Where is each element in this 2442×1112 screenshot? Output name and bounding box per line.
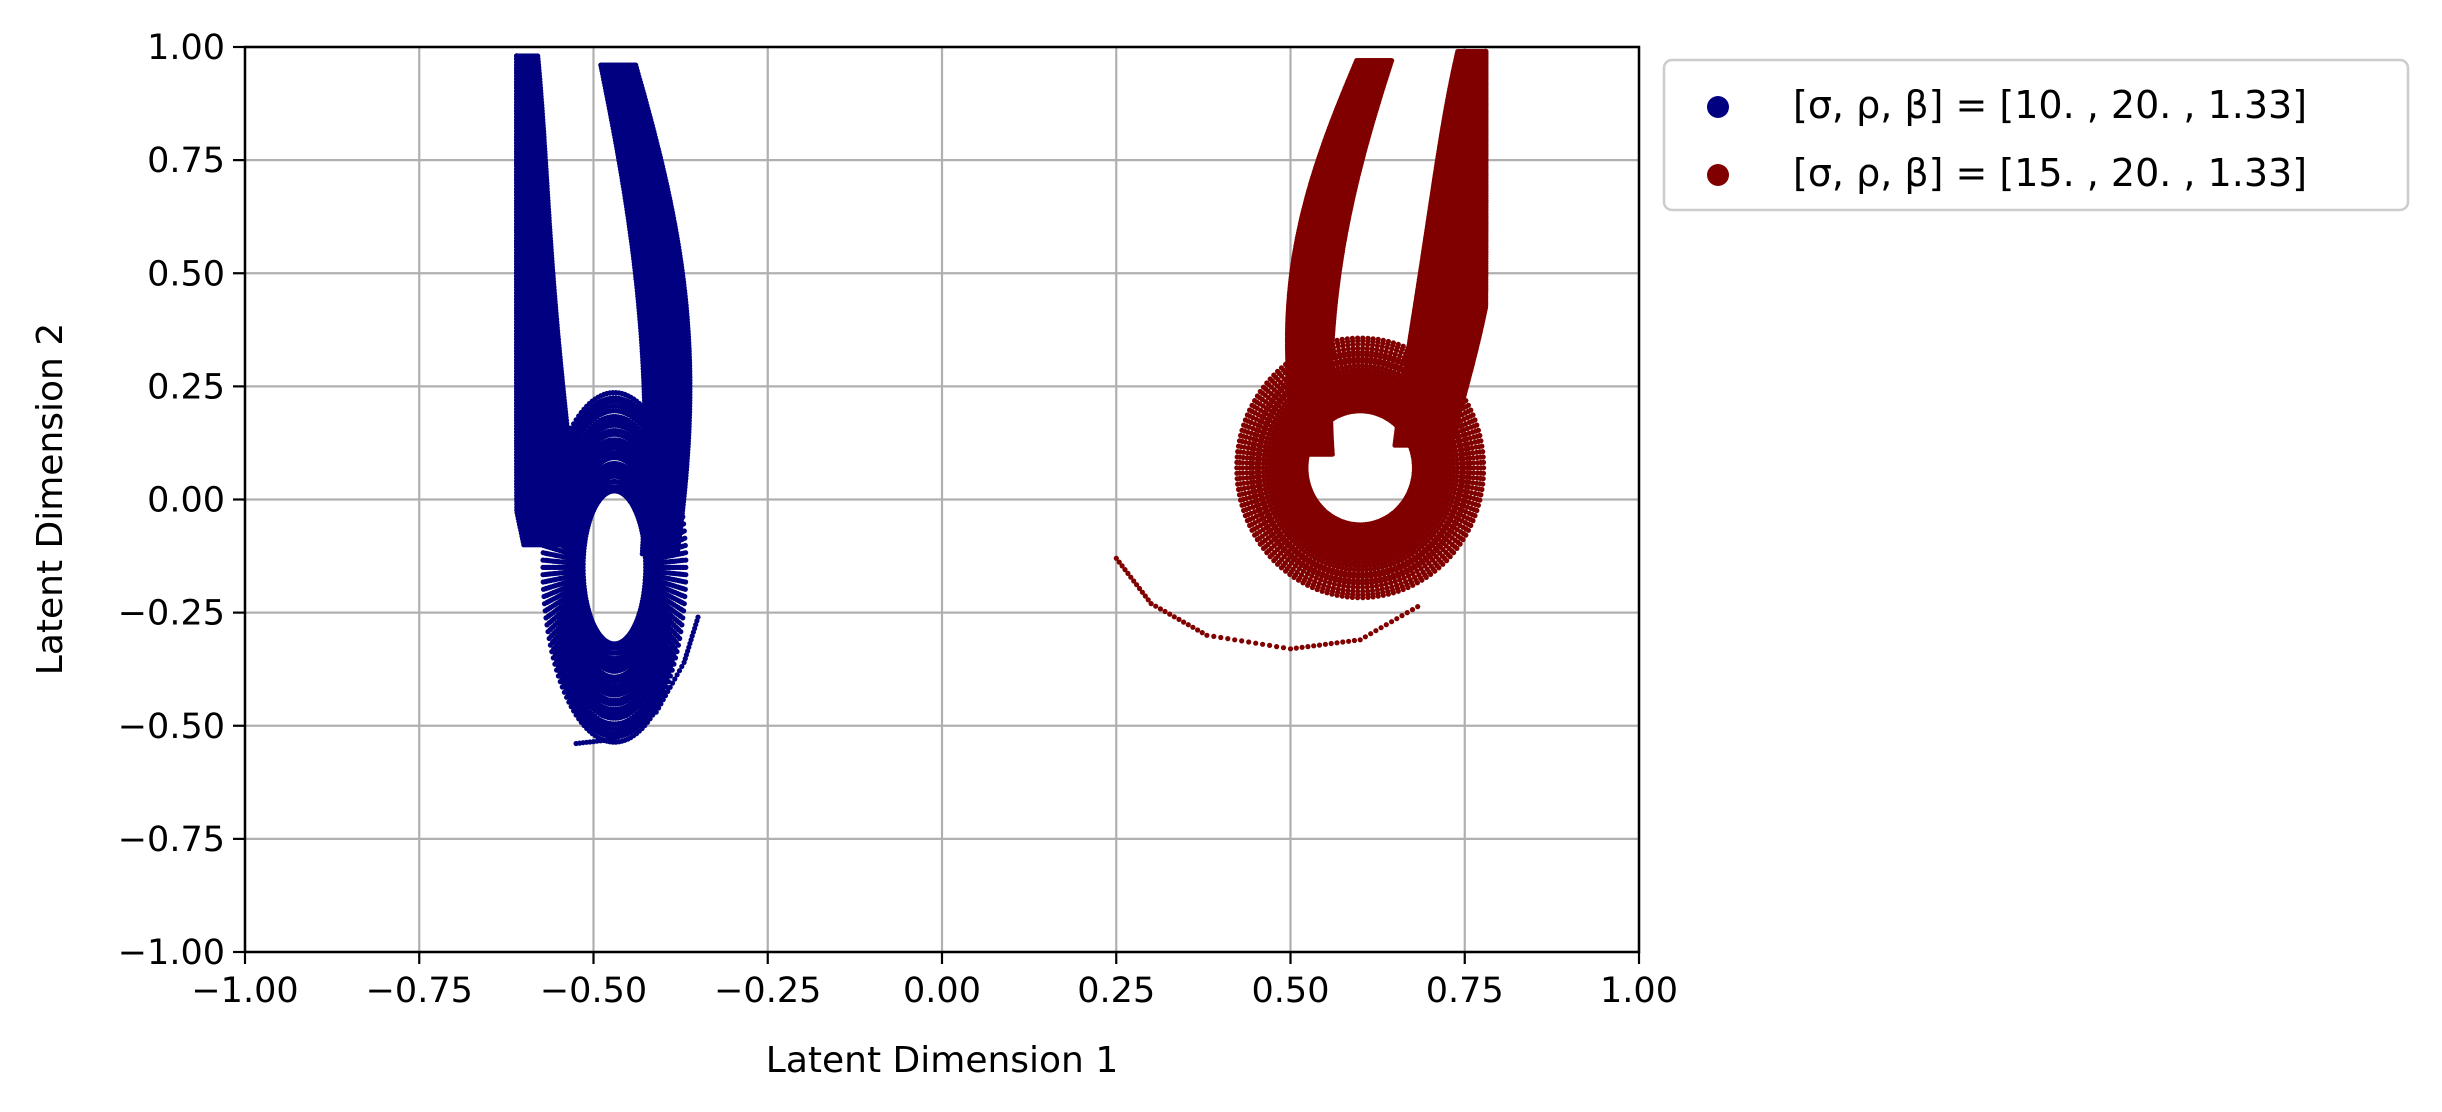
data-point [683,572,688,577]
data-point [540,565,545,570]
data-point [682,594,687,599]
data-point [542,601,547,606]
data-point [549,649,554,654]
data-point [683,550,688,555]
data-point [556,673,561,678]
data-point [541,594,546,599]
data-point [552,662,557,667]
data-point [683,558,688,563]
data-point [676,643,681,648]
data-point [564,695,569,700]
data-point [566,700,571,705]
data-point [560,684,565,689]
data-point [683,565,688,570]
data-point [668,673,673,678]
data-point [677,636,682,641]
data-point [674,649,679,654]
data-point [540,558,545,563]
data-point [682,536,687,541]
data-point [554,668,559,673]
data-point [673,655,678,660]
data-point [551,655,556,660]
data-point [682,601,687,606]
data-point [543,608,548,613]
data-point [547,636,552,641]
data-point [548,643,553,648]
data-point [540,572,545,577]
data-point [680,615,685,620]
data-point [670,668,675,673]
data-point [683,587,688,592]
data-point [545,629,550,634]
data-point [681,608,686,613]
data-point [558,679,563,684]
data-point [544,622,549,627]
data-point [671,662,676,667]
data-point [679,622,684,627]
data-point [541,550,546,555]
data-point [541,587,546,592]
data-point [541,579,546,584]
data-point [683,579,688,584]
data-point [562,690,567,695]
data-point [683,543,688,548]
data-point [543,615,548,620]
data-point [678,629,683,634]
